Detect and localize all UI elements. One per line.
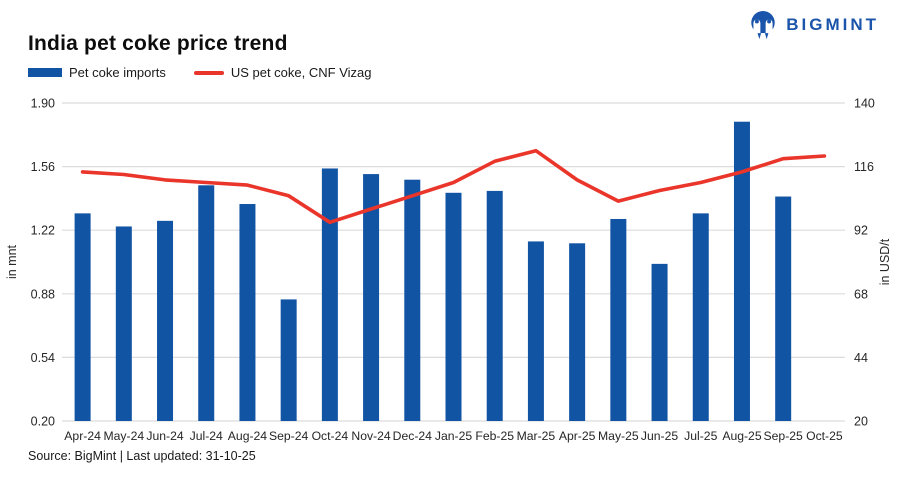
- bar-Jun-25: [651, 263, 668, 421]
- x-axis-tick: Jun-25: [641, 429, 678, 443]
- x-axis-tick: Aug-25: [722, 429, 762, 443]
- y-axis-tick-left: 1.22: [31, 224, 55, 238]
- chart-legend: Pet coke imports US pet coke, CNF Vizag: [28, 65, 371, 80]
- x-axis-tick: Apr-24: [64, 429, 101, 443]
- x-axis-tick: Mar-25: [517, 429, 556, 443]
- y-axis-tick-right: 44: [854, 351, 868, 365]
- y-axis-tick-right: 140: [854, 97, 875, 111]
- x-axis-tick: Oct-25: [806, 429, 843, 443]
- y-axis-tick-left: 0.88: [31, 287, 55, 301]
- x-axis-tick: Nov-24: [351, 429, 391, 443]
- bar-Jul-24: [198, 185, 215, 421]
- bar-May-24: [115, 226, 132, 421]
- bar-Mar-25: [527, 241, 544, 421]
- x-axis-tick: Jul-24: [190, 429, 223, 443]
- legend-item-imports: Pet coke imports: [28, 65, 166, 80]
- legend-bar-swatch-icon: [28, 68, 62, 77]
- y-axis-tick-left: 0.20: [31, 415, 55, 429]
- legend-label-price: US pet coke, CNF Vizag: [230, 65, 372, 80]
- bar-Nov-24: [363, 174, 380, 421]
- bar-Jan-25: [445, 192, 462, 421]
- x-axis-tick: Sep-24: [269, 429, 309, 443]
- bar-Dec-24: [404, 179, 421, 421]
- x-axis-tick: Feb-25: [475, 429, 514, 443]
- x-axis-tick: Aug-24: [228, 429, 268, 443]
- bar-Sep-25: [775, 196, 792, 421]
- x-axis-tick: Dec-24: [393, 429, 433, 443]
- source-note: Source: BigMint | Last updated: 31-10-25: [28, 449, 256, 463]
- bar-Oct-24: [321, 168, 338, 421]
- bar-Apr-25: [569, 243, 586, 421]
- y-axis-tick-right: 116: [854, 160, 874, 174]
- legend-item-price: US pet coke, CNF Vizag: [193, 65, 372, 80]
- bar-Feb-25: [486, 190, 503, 421]
- bar-May-25: [610, 218, 627, 421]
- x-axis-tick: Jan-25: [435, 429, 472, 443]
- bar-Apr-24: [74, 213, 91, 421]
- bar-Jul-25: [692, 213, 709, 421]
- bar-Sep-24: [280, 299, 297, 421]
- x-axis-tick: Jun-24: [146, 429, 183, 443]
- bar-Aug-24: [239, 204, 256, 421]
- y-axis-tick-right: 92: [854, 224, 868, 238]
- bar-Aug-25: [733, 121, 750, 422]
- bar-Jun-24: [157, 220, 174, 421]
- y-axis-tick-left: 1.56: [31, 160, 55, 174]
- y-axis-tick-right: 20: [854, 415, 868, 429]
- x-axis-tick: Sep-25: [764, 429, 804, 443]
- x-axis-tick: Apr-25: [559, 429, 596, 443]
- x-axis-tick: Oct-24: [312, 429, 349, 443]
- price-line: [80, 148, 827, 225]
- left-axis-title: in mnt: [5, 244, 19, 279]
- y-axis-tick-left: 1.90: [31, 97, 55, 111]
- y-axis-tick-right: 68: [854, 287, 868, 301]
- page-title: India pet coke price trend: [28, 32, 288, 55]
- x-axis-tick: Jul-25: [684, 429, 717, 443]
- bigmint-logo-text: BIGMINT: [786, 15, 879, 34]
- bigmint-logo: BIGMINT: [748, 8, 879, 42]
- y-axis-tick-left: 0.54: [31, 351, 55, 365]
- x-axis-tick: May-24: [103, 429, 144, 443]
- x-axis-tick: May-25: [598, 429, 639, 443]
- legend-line-swatch-icon: [193, 70, 224, 75]
- bigmint-logo-icon: [748, 8, 778, 42]
- legend-label-imports: Pet coke imports: [69, 65, 166, 80]
- right-axis-title: in USD/t: [878, 238, 892, 285]
